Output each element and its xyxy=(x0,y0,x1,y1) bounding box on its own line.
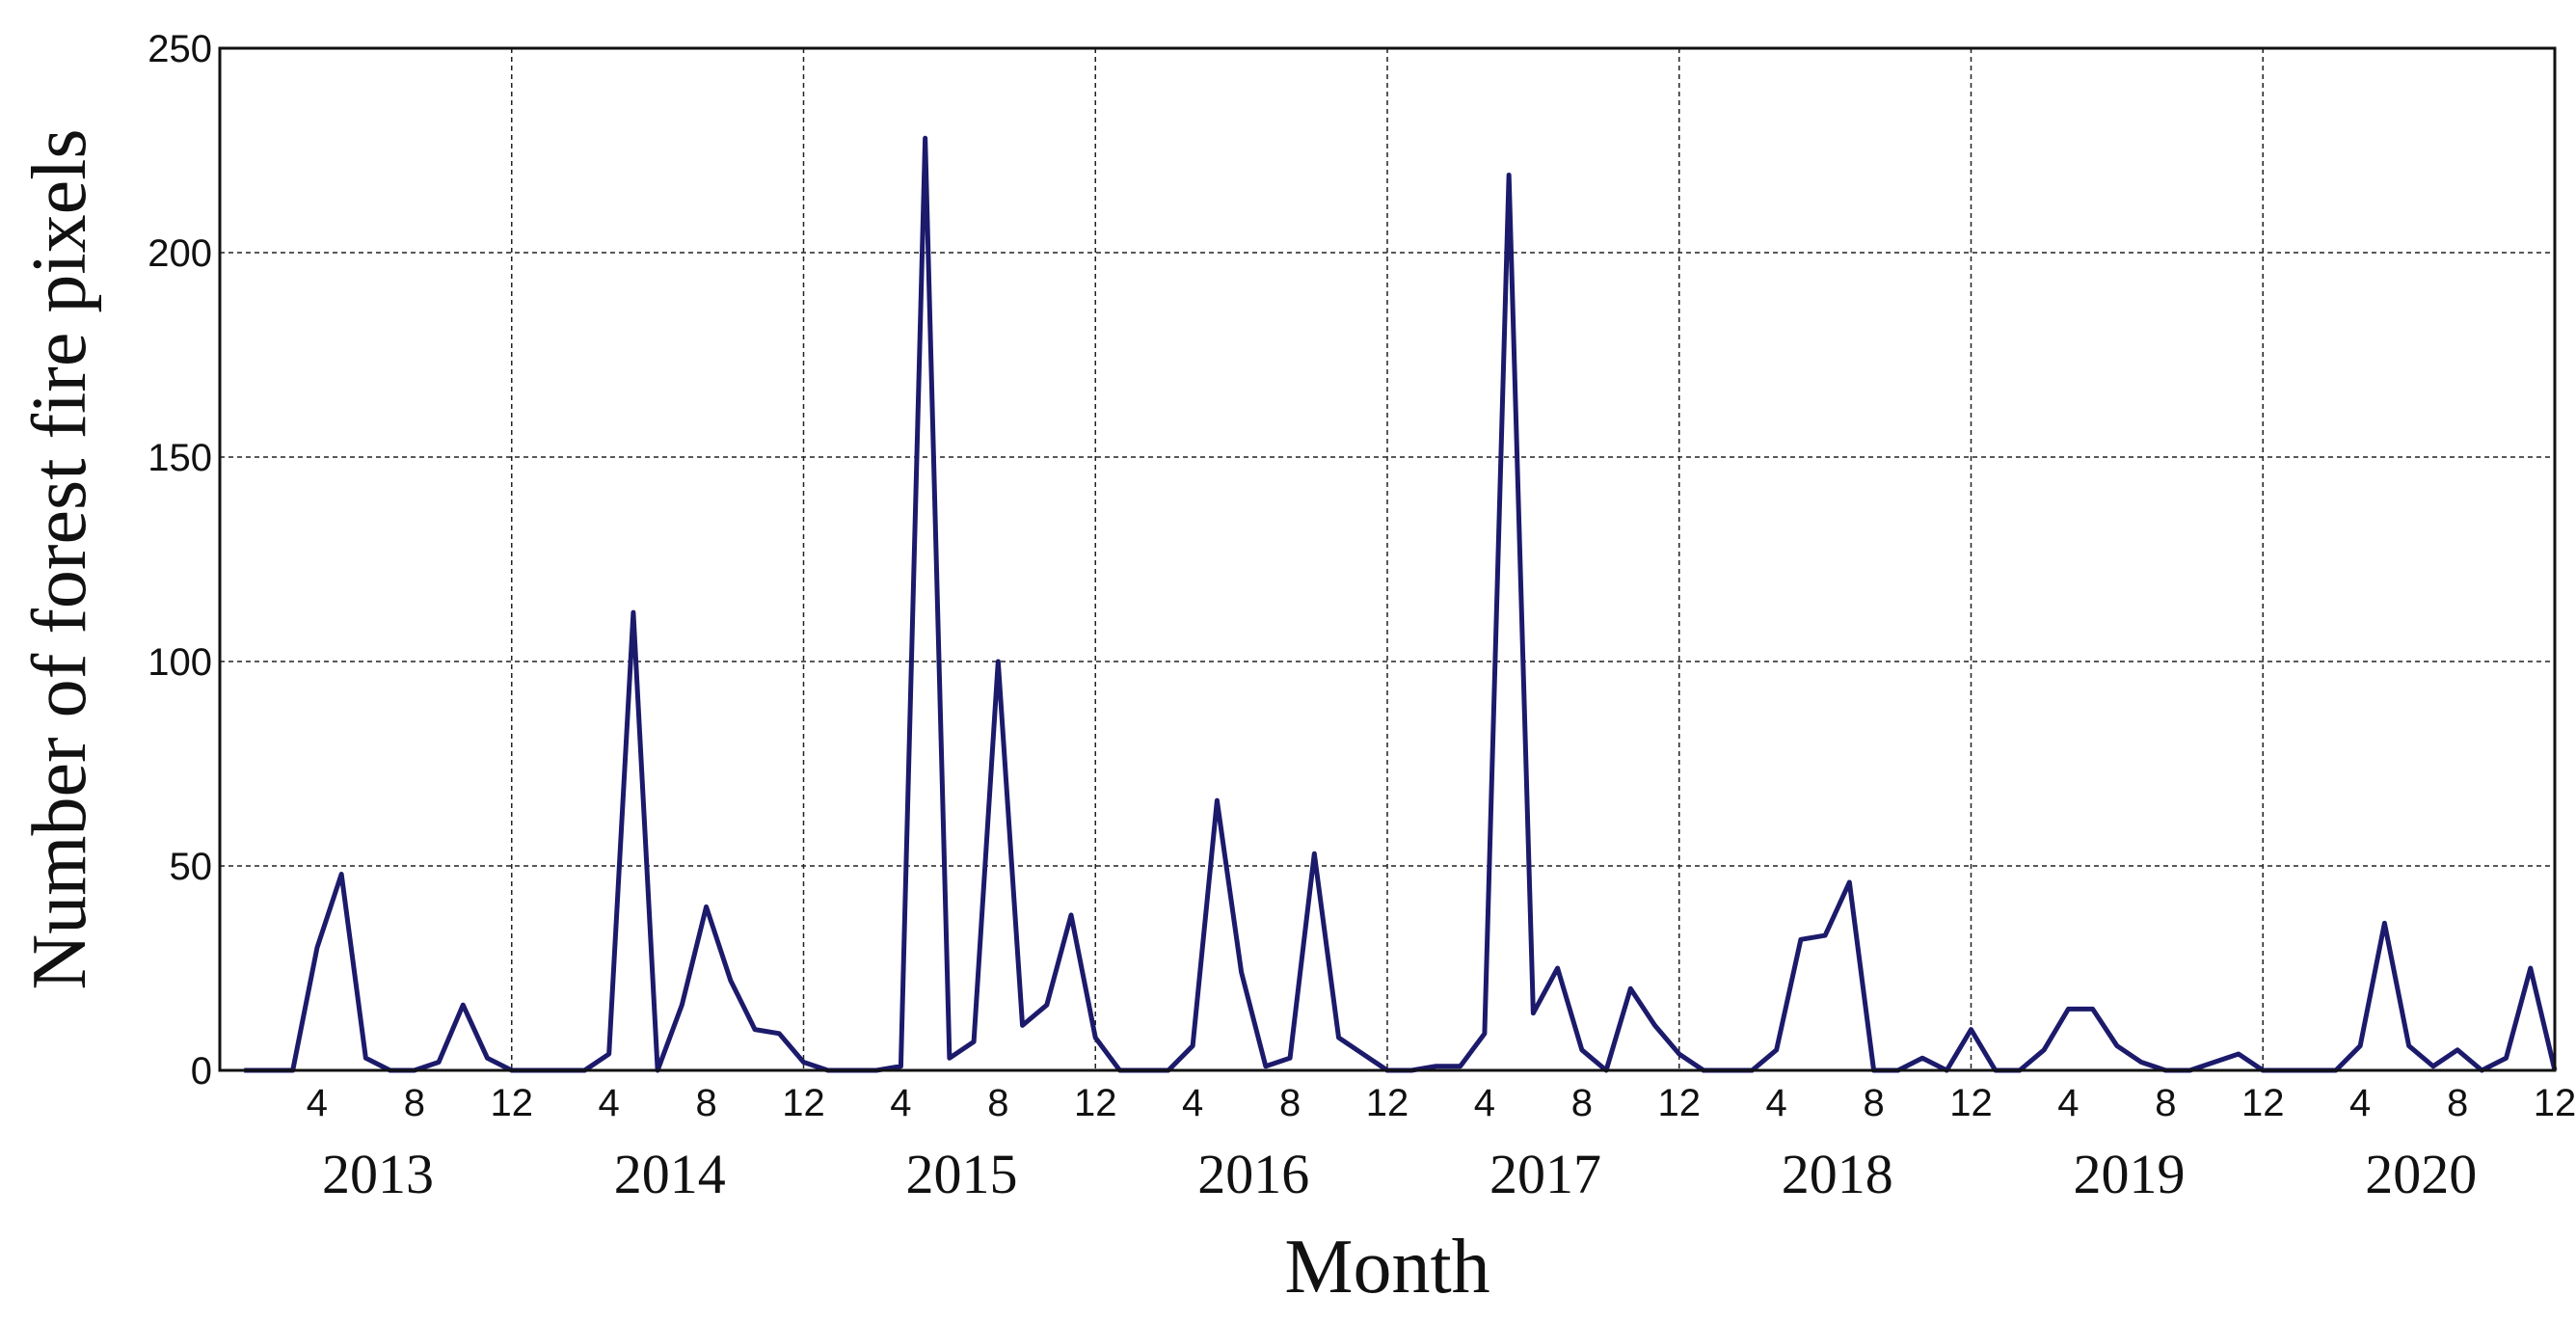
x-tick-label: 4 xyxy=(890,1082,911,1124)
x-tick-label: 12 xyxy=(2241,1082,2285,1124)
x-tick-label: 8 xyxy=(1863,1082,1884,1124)
year-label: 2017 xyxy=(1489,1143,1601,1205)
y-axis-ticks: 0 50 100 150 200 250 xyxy=(148,28,212,1093)
x-tick-label: 8 xyxy=(404,1082,425,1124)
x-tick-label: 4 xyxy=(599,1082,620,1124)
x-tick-label: 4 xyxy=(1474,1082,1495,1124)
x-axis-title: Month xyxy=(1284,1225,1489,1310)
year-label: 2020 xyxy=(2365,1143,2477,1205)
x-tick-label: 4 xyxy=(1182,1082,1203,1124)
x-tick-label: 12 xyxy=(1366,1082,1409,1124)
year-labels: 2013 2014 2015 2016 2017 2018 2019 2020 xyxy=(322,1143,2477,1205)
year-label: 2019 xyxy=(2073,1143,2185,1205)
x-tick-label: 12 xyxy=(2534,1082,2576,1124)
year-label: 2014 xyxy=(614,1143,726,1205)
x-tick-label: 8 xyxy=(1571,1082,1593,1124)
x-tick-label: 12 xyxy=(782,1082,825,1124)
plot-frame xyxy=(218,46,2557,1072)
year-label: 2016 xyxy=(1197,1143,1309,1205)
x-axis-ticks: 4 8 12 4 8 12 4 8 12 4 8 12 4 8 12 4 8 12 4 8 12 4 8 12 xyxy=(307,1082,2576,1124)
series-line xyxy=(244,135,2558,1073)
x-tick-label: 4 xyxy=(2057,1082,2079,1124)
x-tick-label: 4 xyxy=(2349,1082,2371,1124)
x-tick-label: 8 xyxy=(1279,1082,1301,1124)
grid-lines xyxy=(220,48,2555,1070)
year-label: 2013 xyxy=(322,1143,434,1205)
x-tick-label: 8 xyxy=(2155,1082,2176,1124)
y-tick-label: 250 xyxy=(148,28,212,70)
y-axis-title: Number of forest fire pixels xyxy=(17,128,102,989)
x-tick-label: 4 xyxy=(1766,1082,1787,1124)
y-tick-label: 150 xyxy=(148,437,212,479)
x-tick-label: 12 xyxy=(1658,1082,1702,1124)
x-tick-label: 8 xyxy=(695,1082,716,1124)
y-tick-label: 50 xyxy=(170,846,213,888)
year-label: 2015 xyxy=(905,1143,1017,1205)
x-tick-label: 12 xyxy=(1949,1082,1993,1124)
y-tick-label: 200 xyxy=(148,232,212,275)
x-tick-label: 12 xyxy=(1074,1082,1117,1124)
y-tick-label: 100 xyxy=(148,641,212,684)
x-tick-label: 4 xyxy=(307,1082,328,1124)
x-tick-label: 8 xyxy=(2447,1082,2468,1124)
y-tick-label: 0 xyxy=(191,1050,212,1093)
x-tick-label: 12 xyxy=(491,1082,534,1124)
x-tick-label: 8 xyxy=(987,1082,1008,1124)
series-layer xyxy=(244,135,2558,1073)
year-label: 2018 xyxy=(1782,1143,1893,1205)
